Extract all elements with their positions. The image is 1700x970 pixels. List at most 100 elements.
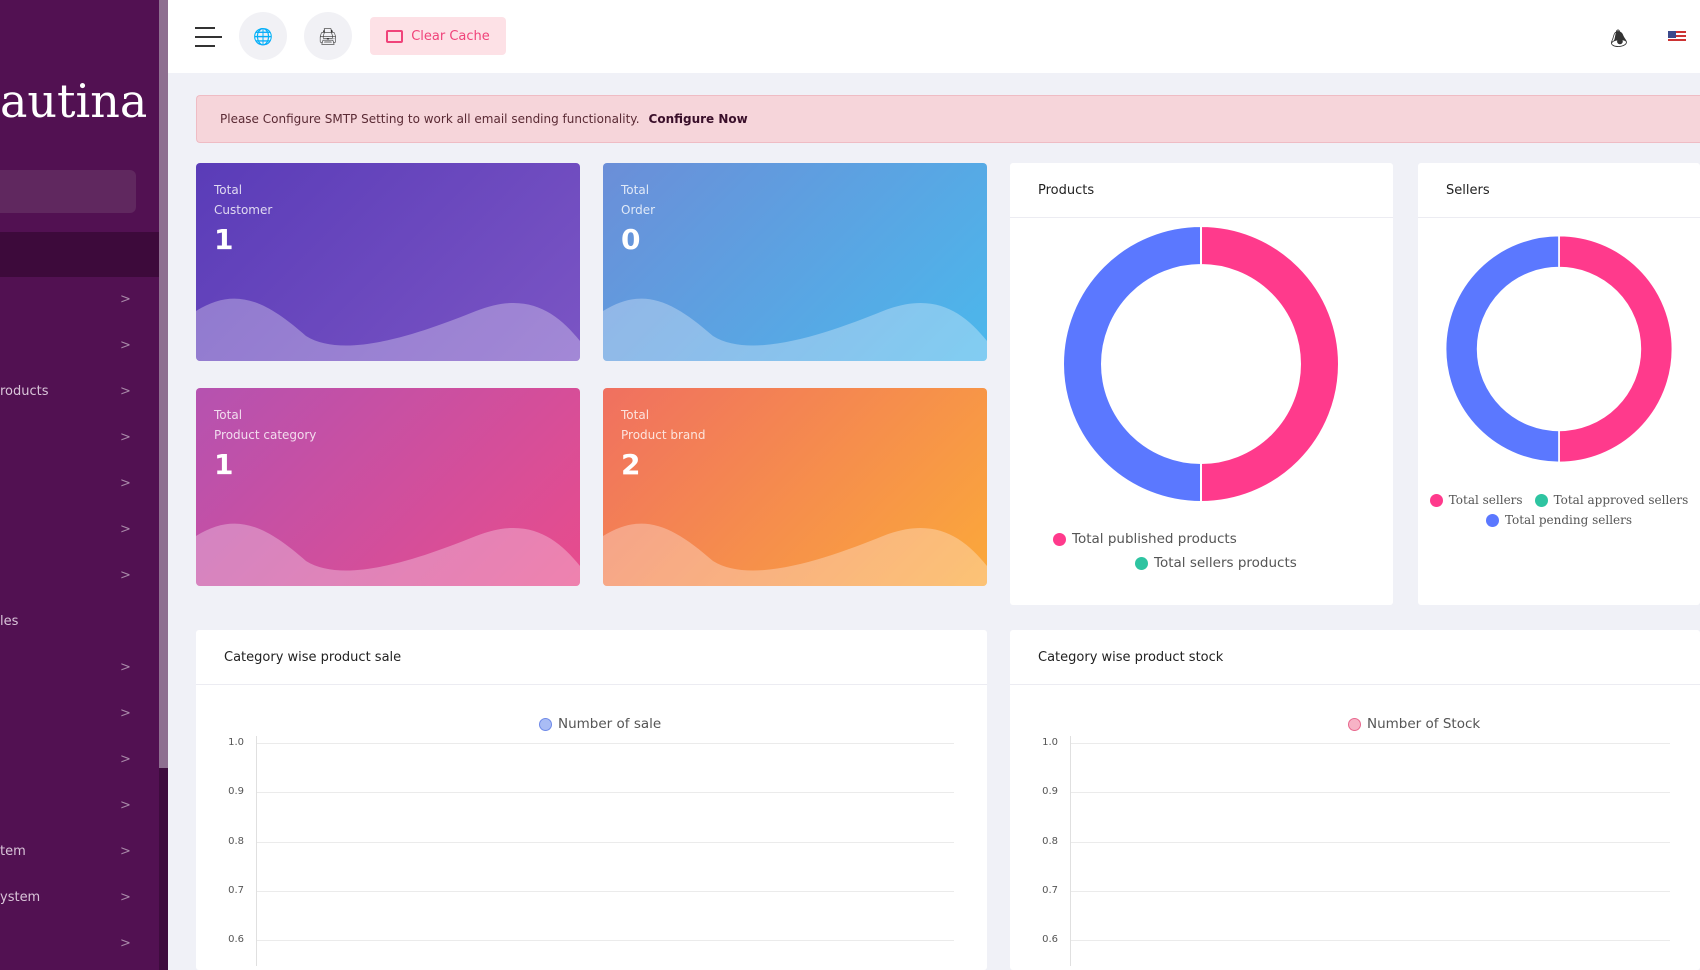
y-tick-label: 0.9 [228,786,244,798]
wave-decoration [603,523,987,586]
y-tick-label: 0.8 [1042,835,1058,847]
y-tick-label: 0.7 [228,884,244,896]
sidebar-item[interactable]: tem > [0,844,131,859]
sidebar-item-active[interactable] [0,232,159,277]
chevron-right-icon: > [120,476,131,491]
chevron-right-icon: > [120,936,131,951]
donut-slice[interactable] [1558,234,1674,464]
legend-dot [1053,532,1066,546]
gridline [256,890,954,892]
gridline [1070,743,1670,744]
sellers-legend: Total sellers Total approved sellers Tot… [1428,493,1690,527]
legend-item[interactable]: Total pending sellers [1485,513,1632,527]
gridline [1070,940,1670,942]
y-tick-label: 1.0 [228,737,244,748]
sidebar-item[interactable]: > [0,798,159,818]
sidebar-item[interactable]: > [0,522,159,542]
sidebar-item[interactable]: > [0,706,159,726]
products-panel: Products Total published products Total … [1010,163,1393,605]
chevron-right-icon: > [120,292,131,307]
y-tick-label: 1.0 [1042,737,1058,748]
y-axis [256,736,257,966]
y-tick-label: 0.7 [1042,884,1058,896]
products-donut [1062,224,1340,504]
globe-icon[interactable]: 🌐 [239,12,287,60]
chevron-right-icon: > [120,430,131,445]
legend-item[interactable]: Total sellers [1429,493,1523,507]
legend-item[interactable]: Number of sale [539,716,661,732]
gridline [256,792,954,794]
wave-decoration [196,523,580,586]
donut-slice[interactable] [1444,234,1560,464]
card-total-customer[interactable]: Total Customer 1 [196,163,580,361]
clear-cache-button[interactable]: Clear Cache [370,17,506,55]
legend-item[interactable]: Number of Stock [1348,716,1480,732]
gridline [1070,841,1670,843]
wave-decoration [603,298,987,361]
chevron-right-icon: > [120,338,131,353]
chevron-right-icon: > [120,798,131,813]
sidebar-item[interactable]: > [0,936,159,956]
sidebar-item[interactable]: > [0,338,159,358]
category-sale-chart-panel: Category wise product sale Number of sal… [196,630,987,970]
chevron-right-icon: > [120,568,131,583]
sidebar-item[interactable]: > [0,476,159,496]
y-tick-label: 0.6 [228,934,244,946]
sidebar-item[interactable]: ystem > [0,890,131,905]
smtp-alert: Please Configure SMTP Setting to work al… [196,95,1700,143]
card-total-order[interactable]: Total Order 0 [603,163,987,361]
sidebar-item[interactable]: roducts > [0,384,131,399]
sidebar: autina > > roducts > > > > > les > > > > tem > ystem > > [0,0,159,970]
sellers-donut [1444,234,1674,464]
configure-now-link[interactable]: Configure Now [648,112,748,126]
y-tick-label: 0.6 [1042,934,1058,946]
drive-icon [386,29,404,43]
sidebar-search[interactable] [0,170,136,213]
category-stock-chart-panel: Category wise product stock Number of St… [1010,630,1700,970]
sidebar-item[interactable]: > [0,430,159,450]
chevron-right-icon: > [120,522,131,537]
sellers-panel: Sellers Total sellers Total approved sel… [1418,163,1700,605]
gridline [1070,890,1670,892]
y-tick-label: 0.8 [228,835,244,847]
bell-icon[interactable]: 🕭 [1610,27,1628,51]
chevron-right-icon: > [120,384,131,399]
sidebar-item[interactable]: > [0,568,159,588]
scrollbar-thumb[interactable] [159,0,168,768]
chevron-right-icon: > [120,706,131,721]
logo: autina [0,74,148,128]
donut-slice[interactable] [1062,224,1202,504]
sidebar-scrollbar[interactable] [159,0,168,970]
y-axis [1070,736,1071,966]
card-total-product-brand[interactable]: Total Product brand 2 [603,388,987,586]
gridline [1070,792,1670,794]
chevron-right-icon: > [120,844,131,859]
menu-icon[interactable] [195,27,222,47]
legend-item[interactable]: Total sellers products [1135,555,1297,571]
chevron-right-icon: > [120,890,131,905]
legend-dot [539,717,552,731]
legend-item[interactable]: Total approved sellers [1534,493,1688,507]
sidebar-item[interactable]: > [0,292,159,312]
header: 🌐 🖨 Clear Cache 🕭 [168,0,1700,73]
y-tick-label: 0.9 [1042,786,1058,798]
gridline [256,940,954,942]
us-flag-icon[interactable] [1668,31,1686,43]
wave-decoration [196,298,580,361]
legend-dot [1135,556,1148,570]
legend-dot [1429,493,1443,507]
sidebar-item[interactable]: les [0,614,19,629]
donut-slice[interactable] [1200,224,1340,504]
sidebar-item[interactable]: > [0,660,159,680]
chevron-right-icon: > [120,752,131,767]
legend-item[interactable]: Total published products [1053,531,1237,547]
chevron-right-icon: > [120,660,131,675]
legend-dot [1534,493,1548,507]
gridline [256,743,954,744]
gridline [256,841,954,843]
print-icon[interactable]: 🖨 [304,12,352,60]
sidebar-item[interactable]: > [0,752,159,772]
card-total-product-category[interactable]: Total Product category 1 [196,388,580,586]
legend-dot [1485,513,1499,527]
legend-dot [1348,717,1361,731]
